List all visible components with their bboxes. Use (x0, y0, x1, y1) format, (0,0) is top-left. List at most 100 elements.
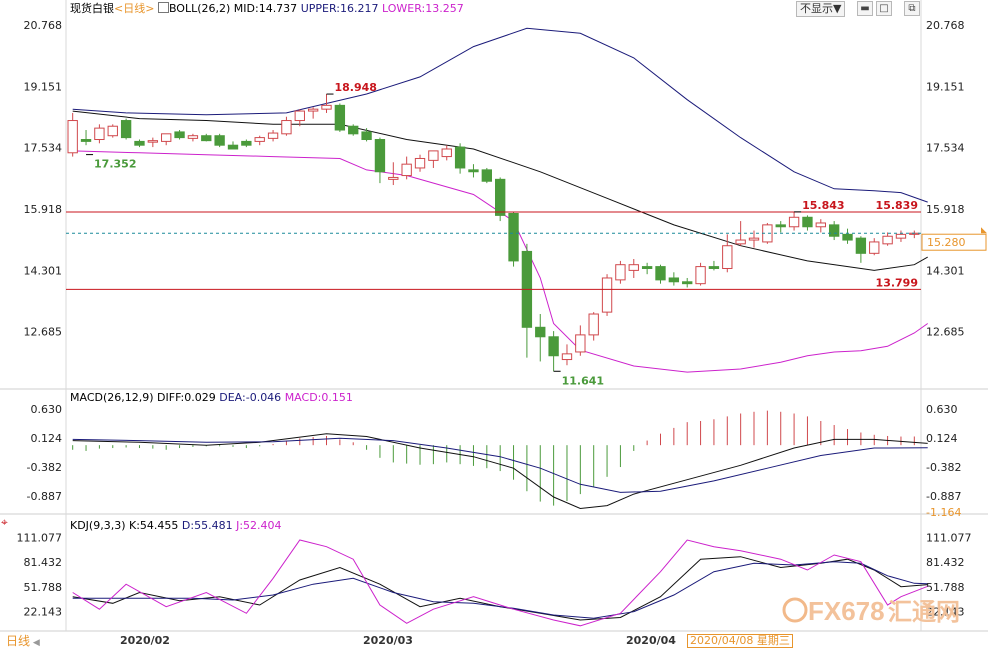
y-tick-label-right: 20.768 (926, 19, 965, 32)
candle-body (441, 148, 452, 158)
mid-value: MID:14.737 (233, 2, 298, 15)
boll-upper-line (72, 27, 928, 203)
lower-value: LOWER:13.257 (381, 2, 464, 15)
y-tick-label-left: 15.918 (24, 203, 63, 216)
candle-body (94, 127, 105, 141)
settings-icon[interactable]: ⌖ (1, 515, 8, 529)
candle-body (708, 266, 720, 269)
y-tick-label-left: -0.382 (27, 461, 62, 474)
candle-body (869, 241, 880, 254)
macd-layer (72, 410, 928, 510)
y-tick-label-left: 19.151 (24, 80, 63, 93)
cursor-date: 2020/04/08 星期三 (687, 634, 793, 648)
kdj-layer (72, 539, 928, 627)
indicator-icon[interactable] (157, 2, 169, 13)
y-tick-label-right: -0.887 (926, 490, 961, 503)
watermark: FX678 汇通网 (782, 596, 960, 626)
period-label: 日线 (6, 634, 31, 648)
candle-body (468, 169, 479, 173)
candle-body (615, 264, 626, 281)
candles-layer (67, 94, 920, 372)
candle-body (855, 237, 867, 254)
candle-body (682, 281, 693, 285)
watermark-text: FX678 (808, 596, 885, 626)
diff-value: DIFF:0.029 (157, 391, 216, 404)
period-selector[interactable]: 日线 ◀ (6, 634, 40, 650)
candle-body (748, 237, 760, 241)
current-price-label: 15.280 (927, 236, 966, 249)
k-value: K:54.455 (129, 519, 179, 532)
candle-body (601, 277, 613, 313)
hide-dropdown-button[interactable]: 不显示▼ (796, 1, 846, 17)
candle-body (307, 108, 319, 112)
boll-label[interactable]: BOLL(26,2) (168, 2, 231, 15)
candle-body (535, 326, 546, 338)
kdj-header: KDJ(9,3,3) K:54.455 D:55.481 J:52.404 (70, 519, 282, 533)
candle-body (334, 104, 346, 131)
candle-body (775, 224, 786, 228)
candle-body (561, 353, 573, 361)
boll-lower-line (72, 150, 928, 373)
macd-header: MACD(26,12,9) DIFF:0.029 DEA:-0.046 MACD… (70, 391, 353, 405)
candle-body (655, 266, 666, 281)
y-tick-label-left: 12.685 (24, 326, 63, 339)
y-tick-label-right: 12.685 (926, 326, 965, 339)
candle-body (254, 137, 265, 142)
date-label-mar: 2020/03 (363, 634, 413, 647)
candle-body (895, 233, 907, 239)
boll-mid-line (72, 110, 928, 271)
y-tick-label-left: 14.301 (24, 264, 63, 277)
candle-body (187, 135, 199, 139)
window-icon[interactable]: □ (876, 1, 892, 16)
y-tick-label-right: -1.164 (926, 506, 961, 519)
candle-body (174, 131, 185, 139)
candle-body (788, 216, 800, 228)
d-value: D:55.481 (181, 519, 233, 532)
candle-body (348, 125, 359, 135)
candle-body (414, 157, 426, 169)
current-price-tag (921, 233, 987, 251)
candle-body (281, 120, 292, 135)
y-tick-label-left: 81.432 (24, 556, 63, 569)
candle-body (201, 135, 212, 142)
pane-grid (0, 0, 988, 632)
macd-diff-line (72, 433, 928, 510)
candle-body (735, 239, 746, 245)
extreme-price-label: 17.352 (94, 158, 136, 171)
candle-body (882, 235, 893, 245)
candle-body (241, 140, 252, 146)
minimize-icon[interactable]: ▬ (857, 1, 873, 16)
restore-icon[interactable]: ⧉ (904, 1, 920, 16)
current-price-marker (981, 227, 987, 234)
extreme-price-label: 18.948 (335, 81, 377, 94)
candle-body (588, 313, 599, 336)
y-tick-label-right: 81.432 (926, 556, 965, 569)
price-levels: 15.839 13.799 15.280 (66, 199, 987, 290)
y-tick-label-left: -0.887 (27, 490, 62, 503)
y-tick-label-right: 111.077 (926, 531, 972, 544)
y-tick-label-left: 111.077 (17, 531, 63, 544)
y-tick-label-right: 19.151 (926, 80, 965, 93)
candle-body (80, 139, 92, 142)
candle-body (842, 233, 853, 241)
triangle-icon: ◀ (30, 638, 40, 648)
y-tick-label-right: 51.788 (926, 581, 965, 594)
candle-body (628, 264, 639, 271)
y-tick-label-right: -0.382 (926, 461, 961, 474)
candle-body (722, 245, 733, 269)
kdj-title[interactable]: KDJ(9,3,3) (70, 519, 126, 532)
candle-body (401, 163, 412, 177)
candle-body (321, 104, 332, 110)
candle-body (147, 140, 159, 143)
candle-body (815, 222, 826, 228)
kdj-j-line (72, 539, 928, 627)
kdj-k-line (72, 556, 928, 621)
date-label-feb: 2020/02 (120, 634, 170, 647)
y-tick-label-left: 17.534 (24, 142, 63, 155)
macd-title[interactable]: MACD(26,12,9) (70, 391, 154, 404)
watermark-sub: 汇通网 (888, 598, 960, 626)
extreme-price-label: 15.843 (802, 199, 844, 212)
price-annotations: 18.948 17.352 11.641 15.843 (86, 81, 845, 387)
candle-body (214, 135, 225, 146)
